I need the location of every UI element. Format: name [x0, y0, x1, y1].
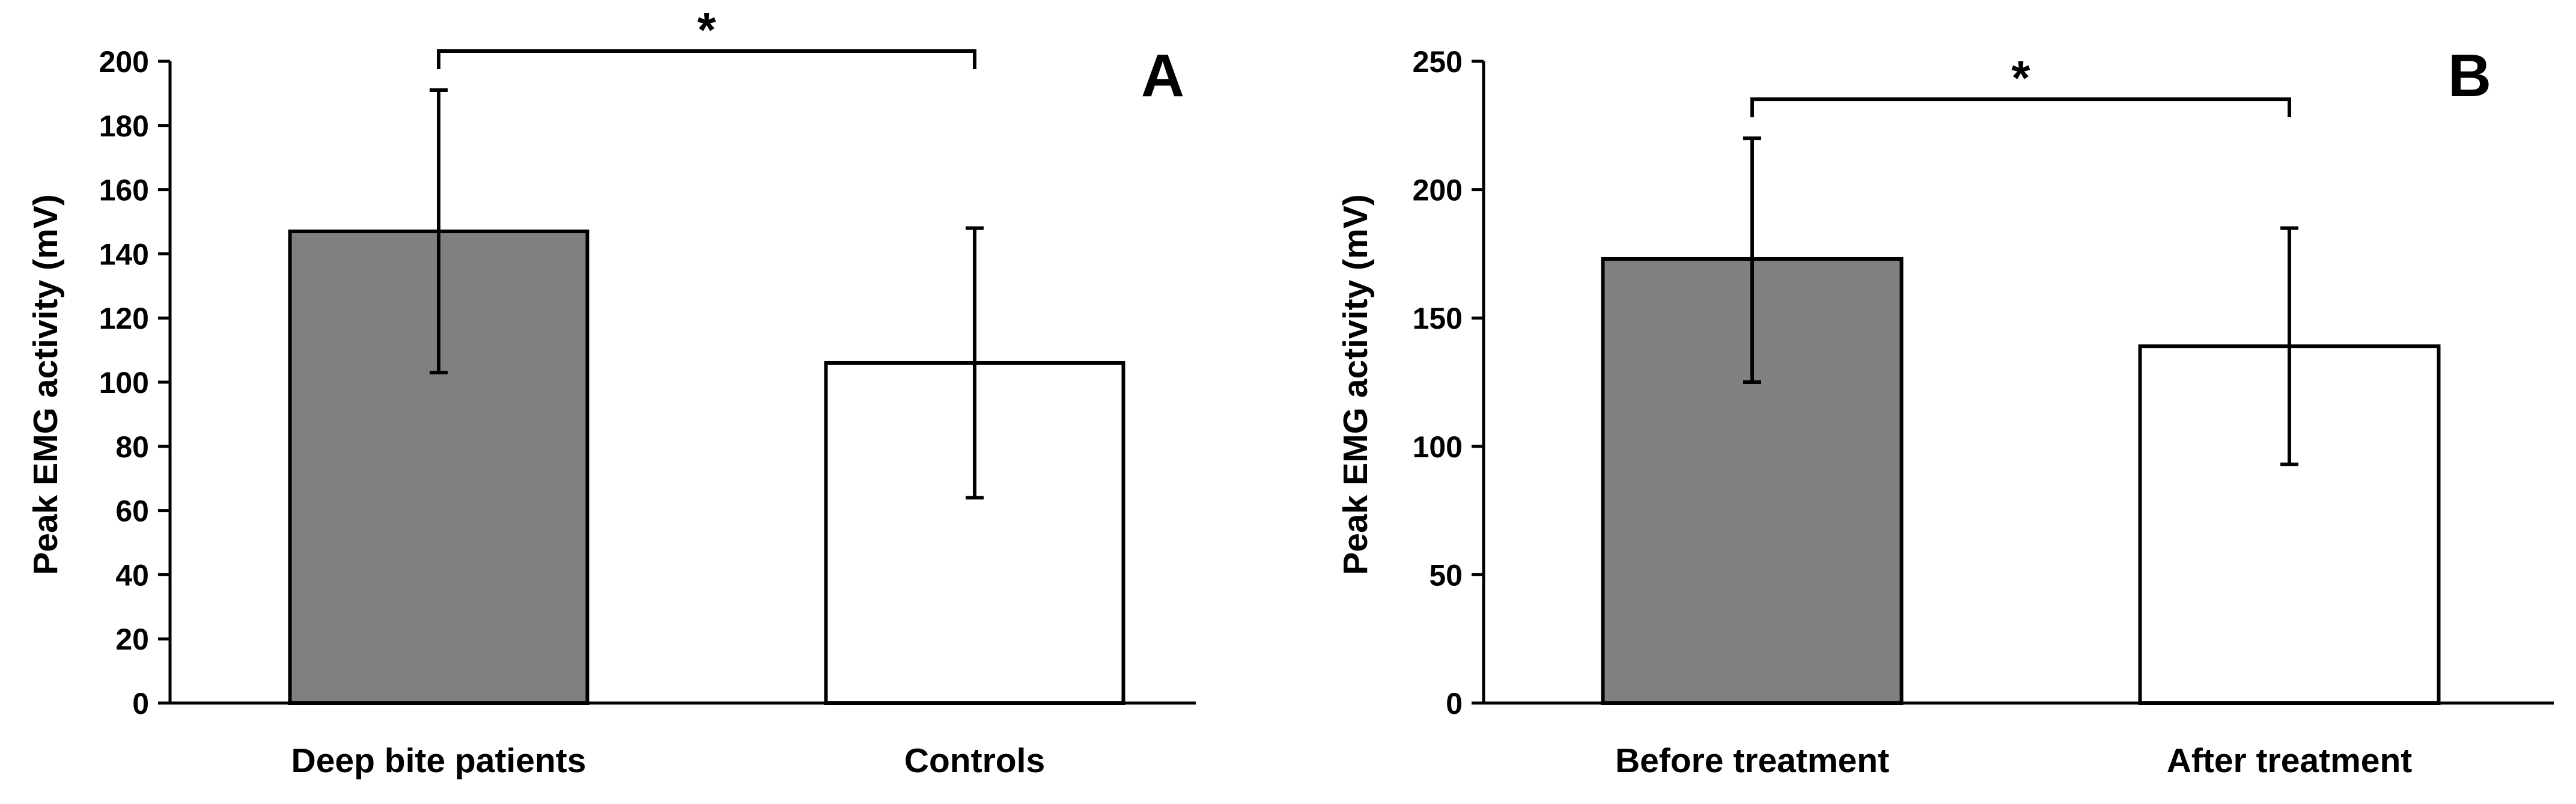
panel-b: Peak EMG activity (mV) B 0 50 100 150 200 250… [1336, 42, 2554, 780]
panel-a-y-tick-label: 100 [99, 366, 149, 400]
panel-b-y-axis-title: Peak EMG activity (mV) [1336, 194, 1375, 575]
panel-b-label: B [2448, 42, 2491, 109]
panel-b-y-tick-label: 200 [1413, 174, 1463, 207]
panel-b-y-tick-label: 150 [1413, 302, 1463, 335]
panel-a-y-tick-label: 140 [99, 237, 149, 271]
panel-a-y-axis-title: Peak EMG activity (mV) [26, 194, 65, 575]
panel-b-error-bar [2280, 226, 2298, 466]
panel-a-significance-bracket [437, 49, 976, 70]
panel-a-y-tick-label: 200 [99, 45, 149, 79]
panel-b-significance-marker: * [2011, 51, 2030, 105]
panel-b-category-label: After treatment [2167, 742, 2413, 780]
panel-a-y-tick-label: 180 [99, 109, 149, 143]
panel-b-y-tick-label: 0 [1446, 687, 1463, 720]
panel-a-y-tick-label: 20 [115, 623, 149, 656]
panel-b-y-tick-label: 100 [1413, 430, 1463, 464]
panel-a-y-tick-label: 120 [99, 302, 149, 335]
panel-a-y-tick-label: 60 [115, 495, 149, 528]
panel-a-y-tick-label: 160 [99, 174, 149, 207]
panel-a-y-tick-label: 40 [115, 558, 149, 592]
panel-a-error-bar [430, 88, 448, 374]
panel-a: Peak EMG activity (mV) A 0 20 40 60 80 100 120… [26, 3, 1196, 780]
panel-a-error-bar [966, 226, 984, 500]
panel-a-y-tick-label: 0 [132, 687, 149, 720]
panel-b-significance-bracket [1750, 97, 2291, 118]
panel-a-category-label: Deep bite patients [291, 742, 586, 780]
panel-b-category-label: Before treatment [1615, 742, 1889, 780]
panel-b-y-tick-label: 250 [1413, 45, 1463, 79]
panel-a-y-tick-label: 80 [115, 430, 149, 464]
panel-b-y-tick-label: 50 [1429, 558, 1463, 592]
panel-a-category-label: Controls [904, 742, 1045, 780]
panel-a-label: A [1141, 42, 1184, 109]
panel-a-significance-marker: * [697, 3, 716, 56]
panel-b-error-bar [1743, 136, 1761, 384]
